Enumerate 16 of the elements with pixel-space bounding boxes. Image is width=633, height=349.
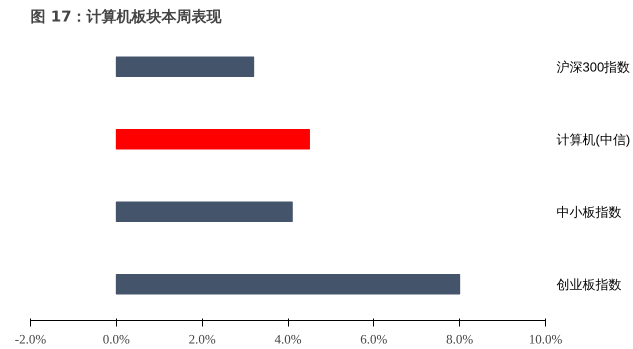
x-tick-label: 10.0% bbox=[528, 332, 562, 346]
x-tick-label: 4.0% bbox=[274, 332, 302, 346]
bar bbox=[116, 274, 460, 295]
x-tick-label: 6.0% bbox=[360, 332, 388, 346]
bar bbox=[116, 128, 310, 150]
chart-title: 图 17：计算机板块本周表现 bbox=[30, 8, 223, 26]
bar bbox=[116, 56, 254, 78]
x-tick-label: -2.0% bbox=[14, 332, 46, 346]
x-tick-label: 8.0% bbox=[446, 332, 474, 346]
x-tick-label: 2.0% bbox=[188, 332, 216, 346]
x-tick-label: 0.0% bbox=[102, 332, 130, 346]
y-tick-label: 创业板指数 bbox=[556, 276, 622, 292]
y-tick-label: 计算机(中信) bbox=[556, 132, 630, 147]
y-tick-label: 沪深300指数 bbox=[556, 59, 630, 74]
y-tick-label: 中小板指数 bbox=[556, 204, 622, 220]
bar bbox=[116, 201, 293, 222]
